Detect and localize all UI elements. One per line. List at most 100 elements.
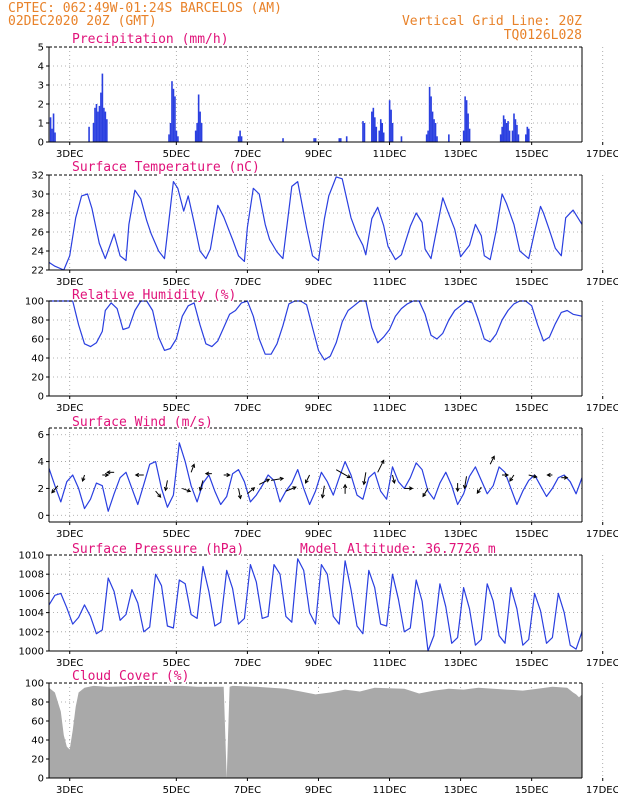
wind-arrow-head — [391, 479, 396, 485]
wind-arrow — [155, 490, 162, 498]
x-tick-label: 17DEC — [586, 529, 618, 540]
precip-bar — [462, 130, 465, 142]
x-tick-label: 11DEC — [373, 403, 407, 414]
y-tick-label: 80 — [31, 698, 44, 709]
precip-bar — [106, 119, 108, 142]
rh-series-line — [49, 300, 583, 361]
wind-arrow-shaft — [182, 487, 191, 492]
y-tick-label: 20 — [31, 755, 44, 766]
precip-bar — [504, 119, 506, 142]
precip-bar — [103, 107, 105, 142]
wind-arrow-head — [320, 494, 325, 499]
x-tick-label: 17DEC — [586, 149, 618, 160]
wind-arrow — [259, 478, 271, 485]
precip-bar — [92, 123, 95, 142]
wind-arrow-head — [462, 484, 468, 490]
wind-arrow-shaft — [199, 480, 204, 491]
x-tick-label: 5DEC — [163, 403, 190, 414]
wind-arrow — [391, 474, 396, 485]
wind-arrow — [502, 472, 510, 478]
wind-arrow-head — [237, 494, 243, 500]
wind-arrow-shaft — [528, 474, 537, 478]
panel-pressure: 1000 1002 1004 1006 1008 1010 3DEC 5DEC 7DEC 9DEC… — [19, 541, 618, 670]
y-tick-label: 1 — [38, 119, 44, 130]
x-tick-label: 11DEC — [373, 658, 407, 669]
panels-group: 0 1 2 3 4 5 3DEC 5DEC 7DEC 9DEC 11DEC 13DEC 15DEC 17D… — [19, 31, 618, 797]
precip-bar — [428, 86, 431, 142]
wind-arrow-head — [250, 487, 256, 492]
precip-bar — [374, 117, 376, 142]
wind-arrow-head — [380, 459, 385, 464]
precip-bar — [196, 123, 198, 142]
wind-arrow — [489, 455, 495, 465]
x-tick-label: 17DEC — [586, 277, 618, 288]
wind-arrow — [377, 459, 385, 473]
precip-bar — [525, 134, 527, 142]
wind-arrow — [561, 475, 569, 480]
precip-bar — [502, 115, 505, 142]
x-tick-label: 5DEC — [163, 529, 190, 540]
precip-bar — [400, 136, 403, 142]
wind-arrow-shaft — [238, 488, 242, 499]
precip-bar — [501, 126, 503, 142]
x-tick-label: 5DEC — [163, 785, 190, 796]
wind-arrow-head — [422, 492, 427, 498]
y-tick-label: 20 — [31, 373, 44, 384]
precip-bar — [239, 130, 241, 142]
header-model-id: TQ0126L028 — [504, 28, 582, 43]
precip-bar — [240, 136, 243, 142]
x-tick-label: 3DEC — [56, 658, 83, 669]
header-run-time: 02DEC2020 20Z (GMT) — [8, 14, 157, 29]
panel-wind: 0 2 4 6 3DEC 5DEC 7DEC 9DEC 11DEC 13DEC 15DEC 17DEC… — [38, 414, 618, 541]
wind-arrow-shaft — [335, 469, 351, 479]
wind-arrow-head — [106, 470, 111, 475]
y-tick-label: 0 — [38, 392, 44, 403]
x-tick-label: 7DEC — [234, 403, 261, 414]
precip-bar — [169, 123, 172, 142]
wind-arrow — [182, 487, 192, 493]
wind-arrow — [404, 486, 414, 491]
wind-arrow-head — [563, 475, 569, 480]
precip-bar — [434, 123, 437, 142]
y-tick-label: 60 — [31, 335, 44, 346]
wind-series-line — [48, 442, 583, 512]
y-tick-label: 0 — [38, 774, 44, 785]
wind-arrow — [422, 488, 429, 498]
x-tick-label: 15DEC — [515, 785, 549, 796]
wind-arrow-head — [409, 486, 414, 491]
y-tick-label: 40 — [31, 354, 44, 365]
wind-arrow — [455, 483, 460, 493]
y-tick-label: 2 — [38, 484, 44, 495]
panel-title: Surface Wind (m/s) — [72, 415, 213, 430]
wind-arrow-head — [292, 486, 297, 491]
header-grid-note: Vertical Grid Line: 20Z — [402, 14, 582, 29]
x-tick-label: 13DEC — [444, 277, 478, 288]
precip-bar — [54, 132, 56, 142]
x-tick-label: 15DEC — [515, 658, 549, 669]
precip-bar — [468, 128, 471, 142]
cloud-cover-area — [49, 685, 582, 778]
y-tick-label: 28 — [31, 209, 44, 220]
precip-bar — [390, 109, 392, 142]
precip-bar — [507, 121, 509, 142]
wind-arrow — [204, 471, 212, 476]
wind-arrow-head — [81, 477, 86, 482]
precip-bar — [375, 126, 378, 142]
precip-bar — [175, 130, 178, 142]
wind-arrow — [163, 480, 169, 492]
precip-bar — [339, 138, 342, 142]
precip-bar — [381, 123, 384, 142]
wind-arrow — [335, 469, 352, 479]
y-tick-label: 32 — [31, 171, 44, 182]
precip-bar — [100, 92, 102, 142]
y-tick-label: 100 — [25, 297, 44, 308]
precip-bar — [511, 130, 514, 142]
x-tick-label: 9DEC — [305, 658, 332, 669]
wind-arrow-shaft — [509, 474, 515, 482]
precip-bar — [98, 105, 101, 142]
y-tick-label: 100 — [25, 679, 44, 690]
precip-bar — [362, 121, 364, 142]
x-tick-label: 3DEC — [56, 403, 83, 414]
wind-arrow-head — [157, 493, 162, 498]
precip-bar — [467, 113, 469, 142]
